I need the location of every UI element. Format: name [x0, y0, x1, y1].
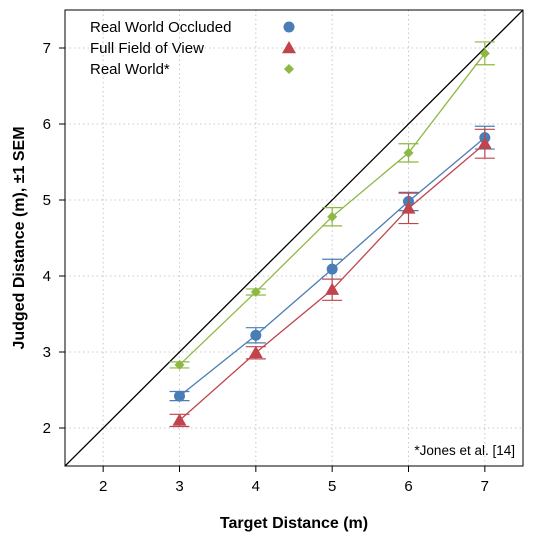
citation-note: *Jones et al. [14]	[414, 443, 515, 458]
data-point	[250, 286, 261, 297]
series-1	[169, 128, 495, 428]
legend-marker	[284, 64, 294, 74]
data-point	[403, 147, 414, 158]
legend-label: Real World*	[90, 61, 170, 78]
legend-marker	[283, 21, 295, 33]
y-tick-label: 5	[43, 192, 51, 209]
data-point	[248, 345, 263, 359]
x-tick-label: 2	[99, 478, 107, 495]
y-tick-label: 7	[43, 40, 51, 57]
x-tick-label: 4	[252, 478, 260, 495]
data-point	[250, 329, 262, 341]
data-point	[326, 263, 338, 275]
x-tick-label: 7	[481, 478, 489, 495]
data-point	[172, 413, 187, 426]
data-point	[174, 390, 185, 402]
series-2	[169, 41, 495, 370]
data-point	[325, 282, 340, 295]
y-tick-label: 2	[43, 420, 51, 437]
data-point	[401, 201, 416, 214]
data-point	[477, 136, 492, 150]
x-tick-label: 5	[328, 478, 336, 495]
y-axis: 2 3 4 5 6 7	[43, 40, 65, 437]
x-tick-label: 3	[175, 478, 183, 495]
y-axis-title: Judged Distance (m), ±1 SEM	[11, 126, 28, 349]
legend-label: Real World Occluded	[90, 19, 231, 36]
plot-frame	[64, 9, 524, 467]
data-point	[174, 359, 185, 370]
x-axis-title: Target Distance (m)	[220, 515, 368, 532]
y-tick-label: 6	[43, 116, 51, 133]
legend-marker	[282, 41, 296, 54]
data-point	[327, 211, 338, 222]
series-layer	[169, 41, 495, 428]
legend-label: Full Field of View	[90, 40, 204, 57]
legend: Real World Occluded Full Field of View Rea…	[90, 19, 296, 78]
x-axis: 2 3 4 5 6 7	[99, 466, 489, 495]
y-tick-label: 3	[43, 344, 51, 361]
data-point	[479, 48, 490, 59]
identity-reference-line	[65, 10, 523, 466]
y-tick-label: 4	[43, 268, 51, 285]
x-tick-label: 6	[404, 478, 412, 495]
